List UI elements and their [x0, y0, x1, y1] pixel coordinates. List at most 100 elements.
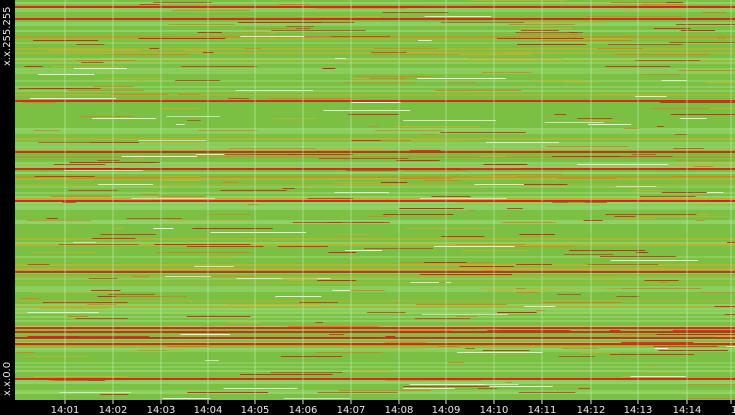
- heatmap-row: [15, 86, 735, 88]
- heatmap-segment: [659, 102, 735, 103]
- heatmap-row: [15, 204, 735, 206]
- heatmap-row: [15, 316, 735, 318]
- heatmap-segment: [46, 218, 58, 219]
- heatmap-segment: [37, 74, 95, 75]
- heatmap-segment: [487, 330, 571, 331]
- heatmap-segment: [366, 216, 393, 217]
- heatmap-segment: [403, 388, 456, 389]
- heatmap-segment: [673, 148, 704, 149]
- heatmap-segment: [418, 40, 432, 41]
- heatmap-row: [15, 90, 735, 92]
- heatmap-segment: [540, 40, 632, 41]
- heatmap-segment: [227, 322, 261, 323]
- heatmap-row: [15, 300, 735, 302]
- heatmap-segment: [394, 302, 402, 303]
- heatmap-segment: [678, 70, 735, 71]
- x-tick-label: 14:12: [577, 405, 606, 415]
- heatmap-segment: [351, 370, 391, 371]
- heatmap-segment: [653, 346, 718, 347]
- heatmap-segment: [194, 146, 207, 147]
- heatmap-segment: [478, 288, 565, 289]
- heatmap-hot-row: [15, 327, 735, 329]
- heatmap-segment: [394, 126, 481, 127]
- heatmap-segment: [153, 228, 174, 229]
- heatmap-segment: [583, 156, 673, 157]
- heatmap-segment: [97, 160, 120, 161]
- heatmap-segment: [489, 386, 553, 387]
- heatmap-segment: [16, 352, 35, 353]
- heatmap-segment: [462, 250, 529, 251]
- heatmap-segment: [414, 318, 471, 319]
- heatmap-segment: [314, 352, 383, 353]
- heatmap-hot-row: [15, 100, 735, 102]
- heatmap-row: [15, 166, 735, 168]
- heatmap-segment: [654, 348, 669, 349]
- heatmap-segment: [346, 170, 398, 171]
- heatmap-segment: [176, 124, 185, 125]
- heatmap-row: [15, 304, 735, 306]
- heatmap-segment: [51, 196, 112, 197]
- heatmap-segment: [334, 192, 389, 193]
- heatmap-row: [15, 178, 735, 180]
- heatmap-row: [15, 268, 735, 270]
- heatmap-segment: [33, 130, 60, 131]
- heatmap-segment: [524, 306, 556, 307]
- heatmap-hot-row: [15, 168, 735, 170]
- heatmap-row: [15, 276, 735, 278]
- heatmap-segment: [409, 150, 441, 151]
- heatmap-segment: [605, 214, 697, 215]
- heatmap-segment: [91, 290, 121, 291]
- heatmap-hot-row: [15, 378, 735, 380]
- heatmap-segment: [569, 250, 646, 251]
- heatmap-segment: [156, 252, 252, 253]
- heatmap-segment: [62, 202, 76, 203]
- heatmap-segment: [631, 190, 663, 191]
- heatmap-segment: [131, 276, 150, 277]
- heatmap-row: [15, 144, 735, 146]
- heatmap-segment: [410, 282, 452, 283]
- heatmap-segment: [440, 22, 525, 23]
- heatmap-segment: [224, 154, 298, 155]
- heatmap-row: [15, 60, 735, 62]
- heatmap-row: [15, 310, 735, 312]
- heatmap-segment: [98, 184, 153, 185]
- heatmap-segment: [283, 398, 350, 399]
- heatmap-segment: [672, 176, 735, 177]
- heatmap-segment: [365, 78, 407, 79]
- heatmap-segment: [716, 336, 735, 337]
- heatmap-row: [15, 156, 735, 158]
- heatmap-segment: [287, 326, 379, 327]
- heatmap-segment: [138, 140, 207, 141]
- heatmap-segment: [317, 392, 398, 393]
- heatmap-segment: [149, 48, 160, 49]
- heatmap-segment: [606, 288, 702, 289]
- heatmap-segment: [126, 218, 182, 219]
- heatmap-row: [15, 172, 735, 174]
- heatmap-segment: [382, 12, 449, 13]
- heatmap-segment: [56, 60, 65, 61]
- heatmap-segment: [367, 312, 406, 313]
- heatmap-segment: [658, 282, 669, 283]
- heatmap-segment: [544, 122, 605, 123]
- heatmap-segment: [433, 246, 515, 247]
- heatmap-segment: [323, 110, 410, 111]
- heatmap-row: [15, 382, 735, 384]
- heatmap-segment: [33, 40, 99, 41]
- heatmap-segment: [614, 218, 656, 219]
- heatmap-segment: [73, 336, 150, 337]
- heatmap-segment: [614, 54, 710, 55]
- heatmap-segment: [481, 72, 532, 73]
- heatmap-segment: [695, 220, 705, 221]
- heatmap-segment: [609, 330, 621, 331]
- heatmap-segment: [447, 90, 471, 91]
- heatmap-row: [15, 198, 735, 200]
- heatmap-segment: [131, 350, 181, 351]
- heatmap-segment: [676, 160, 735, 161]
- x-tick-label: 14:08: [385, 405, 414, 415]
- heatmap-segment: [409, 384, 485, 385]
- heatmap-segment: [187, 246, 264, 247]
- heatmap-segment: [621, 342, 694, 343]
- heatmap-segment: [456, 202, 545, 203]
- heatmap-row: [15, 142, 735, 144]
